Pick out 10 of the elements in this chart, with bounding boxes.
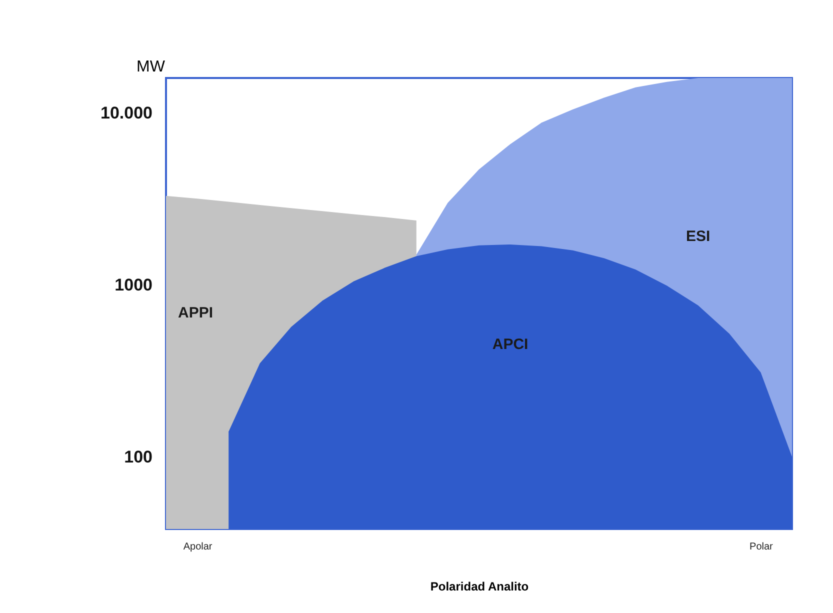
x-tick-label: Polar	[750, 542, 774, 552]
series-label: APPI	[178, 304, 214, 322]
series-label: APCI	[492, 336, 528, 354]
x-tick-label: Apolar	[183, 542, 213, 552]
y-tick-label: 10.000	[100, 104, 152, 123]
y-axis-title: MW	[136, 58, 166, 76]
y-tick-label: 100	[124, 447, 152, 466]
series-label: ESI	[686, 228, 710, 245]
y-tick-label: 1000	[114, 275, 152, 294]
x-axis-title: Polaridad Analito	[430, 580, 529, 594]
